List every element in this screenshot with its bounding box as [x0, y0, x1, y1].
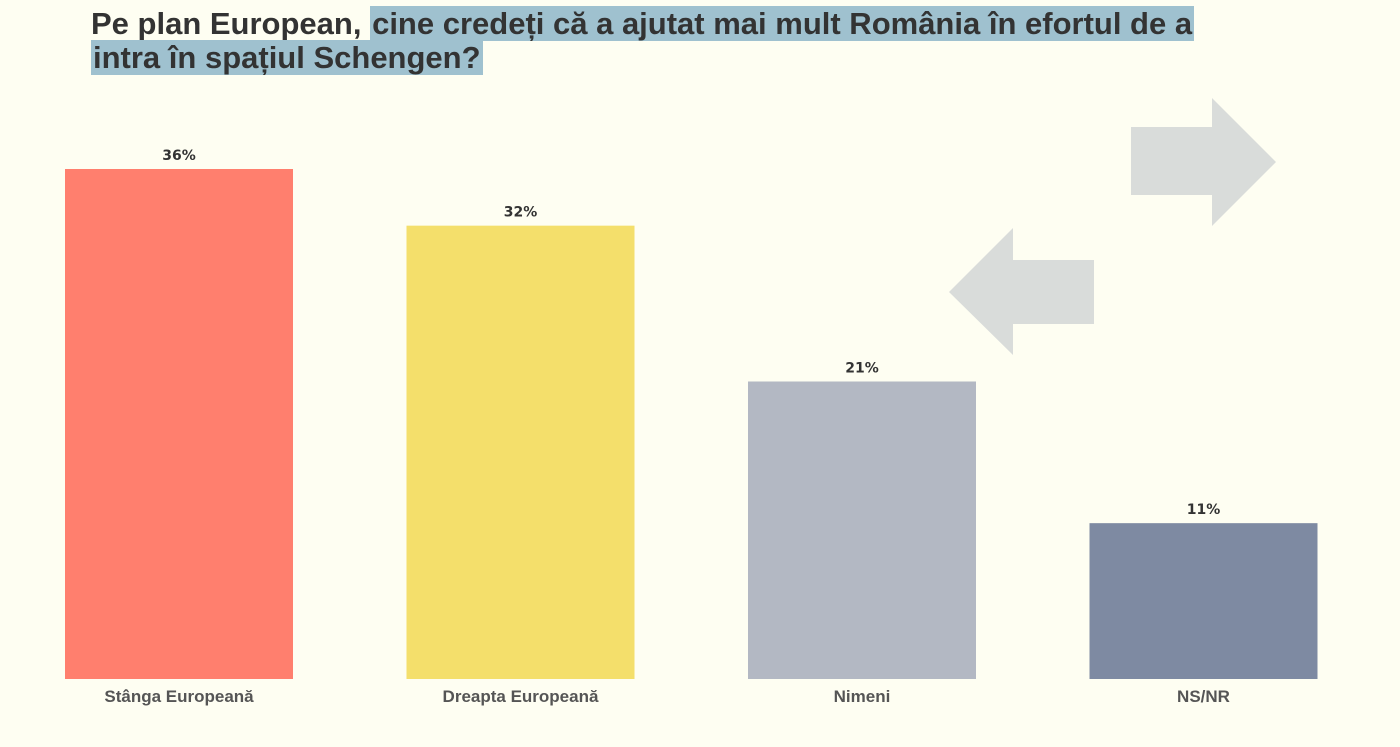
- value-label: 32%: [504, 205, 538, 221]
- bar: [748, 381, 976, 679]
- value-label: 11%: [1187, 502, 1221, 518]
- bar: [406, 225, 635, 679]
- x-tick-label: NS/NR: [1177, 687, 1230, 706]
- x-tick-label: Dreapta Europeană: [443, 687, 599, 706]
- arrow-right: [1131, 98, 1276, 226]
- value-label: 36%: [162, 148, 196, 164]
- arrow-left: [949, 228, 1094, 355]
- title-part: Pe plan European,: [91, 6, 362, 41]
- chart-title: Pe plan European, cine credeți că a ajut…: [91, 6, 1251, 75]
- bar: [65, 169, 293, 679]
- value-label: 21%: [845, 361, 879, 377]
- bar: [1089, 523, 1318, 679]
- x-tick-label: Nimeni: [834, 687, 891, 706]
- x-tick-label: Stânga Europeană: [104, 687, 254, 706]
